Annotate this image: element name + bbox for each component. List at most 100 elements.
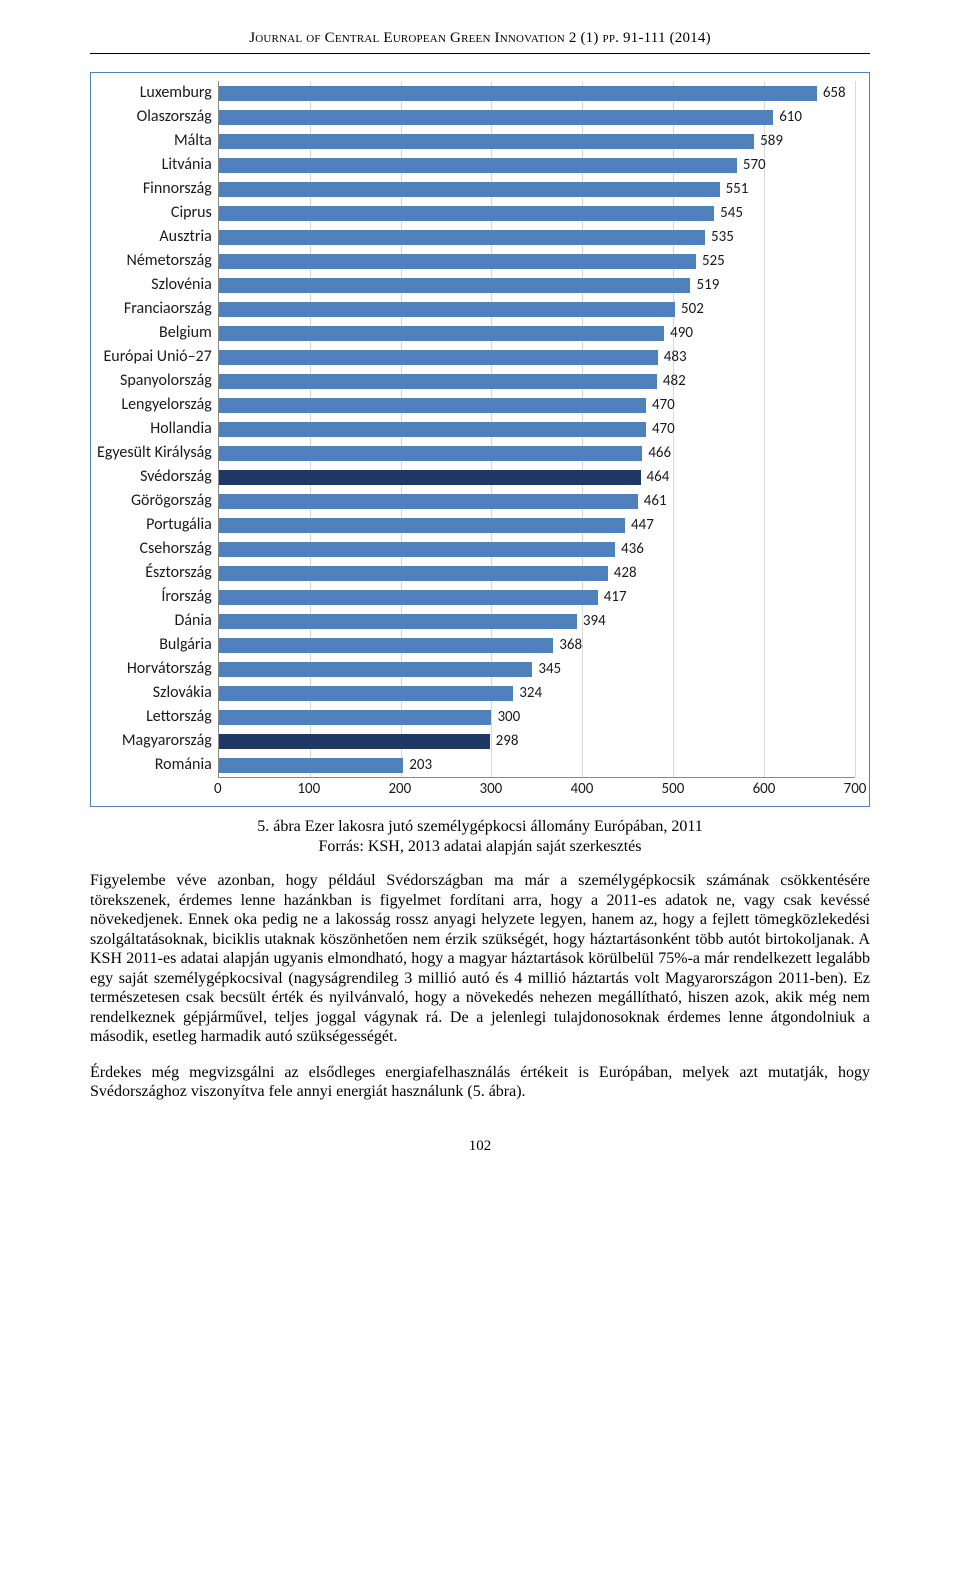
chart-bar — [219, 470, 641, 485]
chart-bar — [219, 254, 696, 269]
chart-bar-value: 464 — [647, 468, 670, 486]
chart-row-label: Finnország — [97, 177, 212, 201]
chart-bar-row: 551 — [219, 177, 855, 201]
chart-bar — [219, 374, 657, 389]
chart-bar-row: 324 — [219, 681, 855, 705]
caption-title: 5. ábra Ezer lakosra jutó személygépkocs… — [257, 818, 702, 835]
chart-row-label: Írország — [97, 585, 212, 609]
chart-bar-value: 570 — [743, 156, 766, 174]
chart-bar-value: 298 — [496, 732, 519, 750]
chart-bar — [219, 422, 646, 437]
chart-bar-row: 482 — [219, 369, 855, 393]
chart-bar-value: 589 — [760, 132, 783, 150]
chart-row-label: Lettország — [97, 705, 212, 729]
x-tick-label: 100 — [297, 780, 320, 798]
chart-bar — [219, 446, 643, 461]
chart-bar-row: 610 — [219, 105, 855, 129]
chart-bar — [219, 134, 754, 149]
chart-row-label: Málta — [97, 129, 212, 153]
running-head: Journal of Central European Green Innova… — [90, 30, 870, 47]
chart-bar — [219, 110, 773, 125]
chart-bar — [219, 542, 615, 557]
chart-bar-value: 551 — [726, 180, 749, 198]
chart-bar-row: 519 — [219, 273, 855, 297]
chart-bar-value: 490 — [670, 324, 693, 342]
chart-bar — [219, 734, 490, 749]
header-rule — [90, 53, 870, 54]
chart-row-label: Európai Unió–27 — [97, 345, 212, 369]
chart-bar-value: 466 — [648, 444, 671, 462]
chart-bar-row: 535 — [219, 225, 855, 249]
chart-row-label: Ciprus — [97, 201, 212, 225]
chart-bar-row: 298 — [219, 729, 855, 753]
chart-bar-value: 482 — [663, 372, 686, 390]
chart-bar-row: 447 — [219, 513, 855, 537]
chart-bar-value: 483 — [664, 348, 687, 366]
chart-bar — [219, 686, 513, 701]
chart-bar — [219, 158, 737, 173]
chart-bar-value: 502 — [681, 300, 704, 318]
chart-bar-row: 570 — [219, 153, 855, 177]
chart-bar — [219, 494, 638, 509]
x-tick-label: 300 — [479, 780, 502, 798]
chart-row-label: Észtország — [97, 561, 212, 585]
chart-row-label: Horvátország — [97, 657, 212, 681]
chart-bar-value: 470 — [652, 420, 675, 438]
body-paragraph-1: Figyelembe véve azonban, hogy például Sv… — [90, 871, 870, 1047]
chart-row-label: Csehország — [97, 537, 212, 561]
chart-bar — [219, 518, 625, 533]
body-paragraph-2: Érdekes még megvizsgálni az elsődleges e… — [90, 1063, 870, 1102]
chart-bar-value: 417 — [604, 588, 627, 606]
chart-bar — [219, 206, 714, 221]
gridline — [855, 81, 856, 777]
chart-bar — [219, 278, 691, 293]
chart-bar-value: 610 — [779, 108, 802, 126]
chart-row-label: Bulgária — [97, 633, 212, 657]
chart-bar-value: 345 — [538, 660, 561, 678]
chart-bar-row: 428 — [219, 561, 855, 585]
chart-bar-row: 368 — [219, 633, 855, 657]
chart-bar-row: 417 — [219, 585, 855, 609]
chart-bar-row: 466 — [219, 441, 855, 465]
x-tick-label: 700 — [844, 780, 867, 798]
chart-bar — [219, 662, 533, 677]
chart-bar — [219, 86, 817, 101]
chart-bar-value: 324 — [519, 684, 542, 702]
chart-bar — [219, 350, 658, 365]
x-tick-label: 600 — [753, 780, 776, 798]
chart-row-label: Olaszország — [97, 105, 212, 129]
chart-bar-value: 525 — [702, 252, 725, 270]
chart-bar-row: 483 — [219, 345, 855, 369]
chart-row-label: Svédország — [97, 465, 212, 489]
chart-row-label: Egyesült Királyság — [97, 441, 212, 465]
chart-row-label: Ausztria — [97, 225, 212, 249]
x-tick-label: 500 — [662, 780, 685, 798]
chart-y-labels: LuxemburgOlaszországMáltaLitvániaFinnors… — [97, 81, 218, 800]
chart-bar-value: 428 — [614, 564, 637, 582]
x-tick-label: 200 — [388, 780, 411, 798]
chart-bar — [219, 398, 646, 413]
chart-bar-row: 658 — [219, 81, 855, 105]
chart-bar-row: 589 — [219, 129, 855, 153]
chart-row-label: Lengyelország — [97, 393, 212, 417]
chart-bar — [219, 638, 553, 653]
chart-row-label: Szlovénia — [97, 273, 212, 297]
chart-bar-value: 436 — [621, 540, 644, 558]
chart-row-label: Románia — [97, 753, 212, 777]
chart-bar — [219, 302, 675, 317]
page-number: 102 — [90, 1138, 870, 1155]
chart-row-label: Szlovákia — [97, 681, 212, 705]
chart-bar-value: 300 — [497, 708, 520, 726]
chart-bar — [219, 710, 492, 725]
chart-bar — [219, 230, 705, 245]
chart-row-label: Magyarország — [97, 729, 212, 753]
chart-bar-value: 203 — [409, 756, 432, 774]
chart-bar-row: 545 — [219, 201, 855, 225]
chart-bar-value: 461 — [644, 492, 667, 510]
chart-x-axis: 0100200300400500600700 — [218, 778, 855, 800]
chart-bar — [219, 326, 664, 341]
chart-bar-row: 502 — [219, 297, 855, 321]
chart-bar — [219, 182, 720, 197]
chart-bar-value: 394 — [583, 612, 606, 630]
x-tick-label: 400 — [571, 780, 594, 798]
